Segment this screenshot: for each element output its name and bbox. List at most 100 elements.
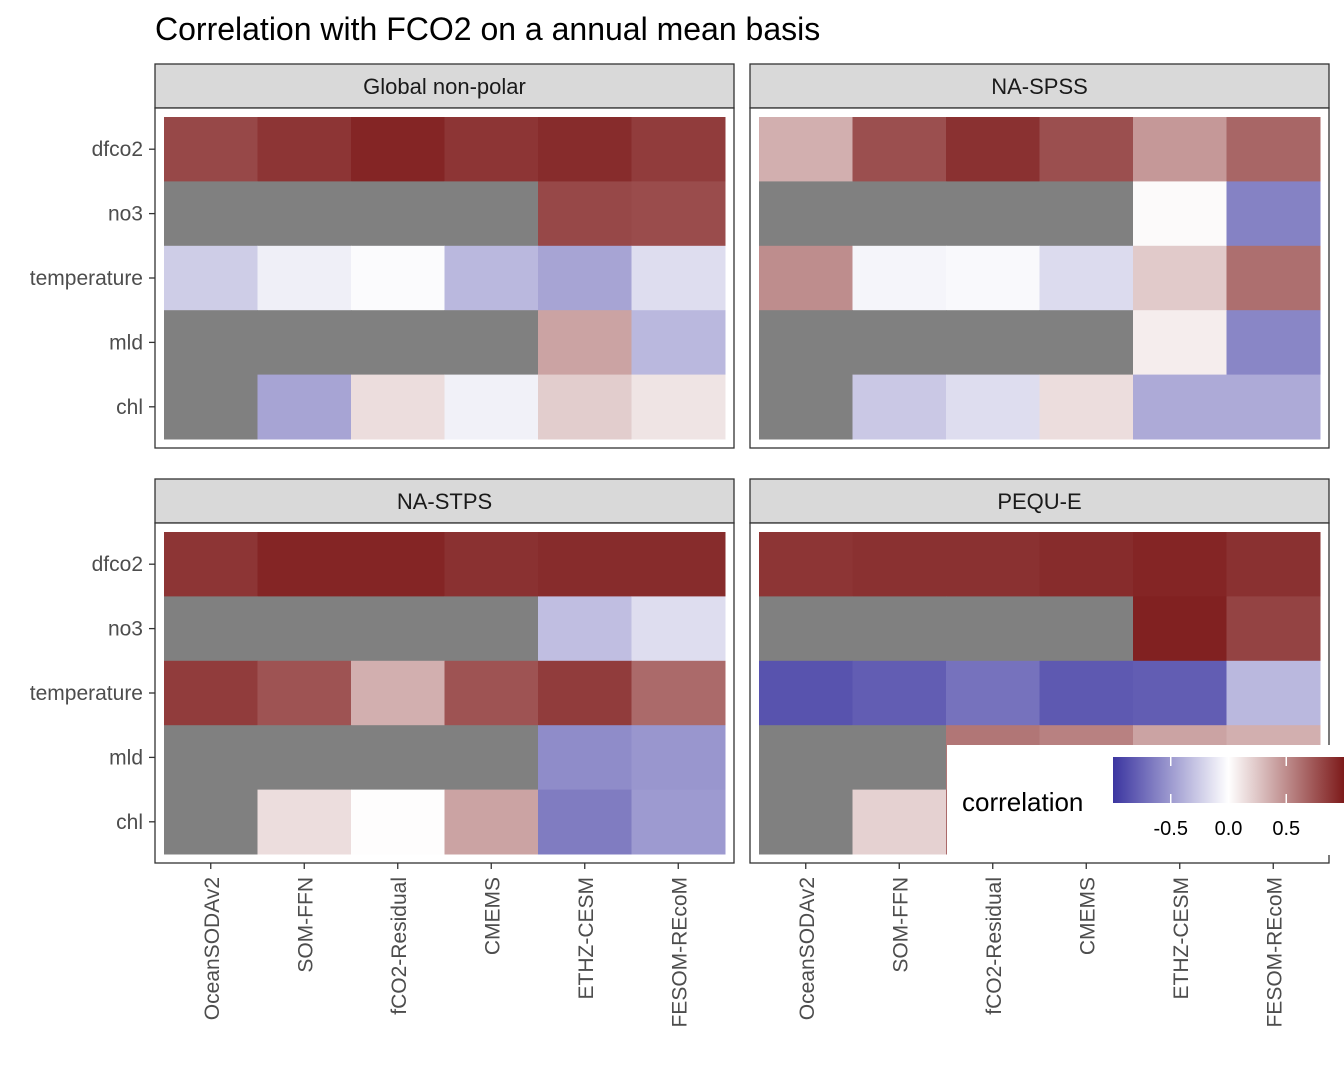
facet-strip	[154, 478, 735, 524]
x-tick-label: SOM-FFN	[889, 877, 912, 973]
heatmap-cell	[1133, 181, 1227, 247]
heatmap-cell	[164, 181, 258, 247]
heatmap-cell	[351, 532, 445, 597]
heatmap-cell	[1226, 181, 1321, 247]
heatmap-cell	[946, 374, 1040, 440]
heatmap-cell	[852, 310, 947, 376]
heatmap-cell	[538, 245, 632, 311]
x-tick-label: ETHZ-CESM	[1170, 877, 1193, 1000]
heatmap-cell	[1226, 374, 1321, 440]
heatmap-cell	[351, 789, 445, 855]
facet-panel: Global non-polar dfco2 no3 temperature mld ch…	[30, 63, 735, 449]
heatmap-cell	[1039, 532, 1134, 597]
heatmap-cell	[538, 310, 632, 376]
legend-ticks: -0.5 0.0 0.5	[1154, 757, 1300, 840]
legend-title: correlation	[962, 787, 1083, 817]
heatmap-cell	[351, 374, 445, 440]
heatmap-cell	[164, 117, 258, 182]
heatmap-cell	[444, 245, 539, 311]
heatmap-cell	[444, 725, 539, 791]
heatmap-cell	[759, 374, 853, 440]
heatmap-cell	[946, 245, 1040, 311]
y-tick-label: chl	[116, 396, 143, 419]
heatmap-cell	[852, 789, 947, 855]
heatmap-cell	[538, 374, 632, 440]
heatmap-cell	[1133, 310, 1227, 376]
heatmap-cell	[444, 532, 539, 597]
heatmap-cell	[1039, 660, 1134, 726]
legend: correlation -0.5 0.0 0.5	[947, 745, 1344, 855]
y-tick-label: dfco2	[92, 553, 143, 576]
heatmap-cell	[538, 596, 632, 662]
heatmap-cell	[444, 310, 539, 376]
heatmap-cell	[164, 789, 258, 855]
y-tick-label: temperature	[30, 267, 143, 290]
heatmap-cell	[257, 725, 352, 791]
heatmap-cell	[631, 245, 726, 311]
heatmap-cell	[1226, 245, 1321, 311]
facet-panel: NA-SPSS	[749, 63, 1330, 449]
y-tick-label: no3	[108, 203, 143, 226]
y-tick-label: chl	[116, 811, 143, 834]
heatmap-cell	[759, 117, 853, 182]
panel-border	[749, 107, 1330, 449]
heatmap-cell	[759, 660, 853, 726]
heatmap-cell	[852, 596, 947, 662]
y-tick-label: mld	[109, 746, 143, 769]
heatmap-cell	[759, 310, 853, 376]
heatmap-cell	[631, 532, 726, 597]
heatmap-cell	[759, 532, 853, 597]
heatmap-cell	[1039, 310, 1134, 376]
y-tick-label: no3	[108, 618, 143, 641]
heatmap-cell	[351, 117, 445, 182]
heatmap-cell	[257, 660, 352, 726]
facet-strip	[154, 63, 735, 109]
heatmap-cell	[164, 725, 258, 791]
heatmap-cell	[164, 310, 258, 376]
y-tick-label: dfco2	[92, 138, 143, 161]
heatmap-cell	[164, 245, 258, 311]
heatmap-cell	[164, 532, 258, 597]
heatmap-cell	[1039, 596, 1134, 662]
heatmap-cell	[1226, 117, 1321, 182]
y-tick-label: mld	[109, 331, 143, 354]
heatmap-cell	[1226, 596, 1321, 662]
heatmap-cell	[1133, 660, 1227, 726]
heatmap-cell	[1226, 532, 1321, 597]
heatmap-cell	[946, 532, 1040, 597]
heatmap-cell	[631, 117, 726, 182]
heatmap-cell	[631, 725, 726, 791]
heatmap-cell	[257, 789, 352, 855]
heatmap-cell	[631, 310, 726, 376]
heatmap-cell	[946, 596, 1040, 662]
heatmap-cell	[538, 725, 632, 791]
heatmap-cell	[759, 245, 853, 311]
legend-tick-label: -0.5	[1154, 818, 1188, 840]
heatmap-cell	[759, 789, 853, 855]
heatmap-cell	[946, 117, 1040, 182]
heatmap-cell	[351, 660, 445, 726]
heatmap-cell	[1226, 310, 1321, 376]
x-tick-label: CMEMS	[481, 877, 504, 955]
heatmap-cell	[257, 532, 352, 597]
facet-panel: NA-STPS dfco2 no3 temperature mld chl OceanSOD…	[30, 478, 735, 1028]
facet-strip-label: Global non-polar	[363, 74, 526, 99]
heatmap-cell	[946, 310, 1040, 376]
heatmap-cell	[852, 117, 947, 182]
heatmap-cell	[1133, 245, 1227, 311]
heatmap-cell	[631, 596, 726, 662]
chart-title: Correlation with FCO2 on a annual mean b…	[155, 11, 820, 47]
heatmap-cell	[257, 181, 352, 247]
facet-strip-label: PEQU-E	[997, 489, 1081, 514]
heatmap-cell	[946, 181, 1040, 247]
heatmap-cell	[444, 660, 539, 726]
heatmap-cell	[351, 245, 445, 311]
heatmap-cell	[1133, 532, 1227, 597]
heatmap-cell	[444, 374, 539, 440]
heatmap-cell	[631, 789, 726, 855]
x-tick-label: OceanSODAv2	[201, 877, 224, 1020]
heatmap-cell	[538, 789, 632, 855]
heatmap-cell	[852, 245, 947, 311]
heatmap-cell	[257, 245, 352, 311]
heatmap-cell	[852, 181, 947, 247]
